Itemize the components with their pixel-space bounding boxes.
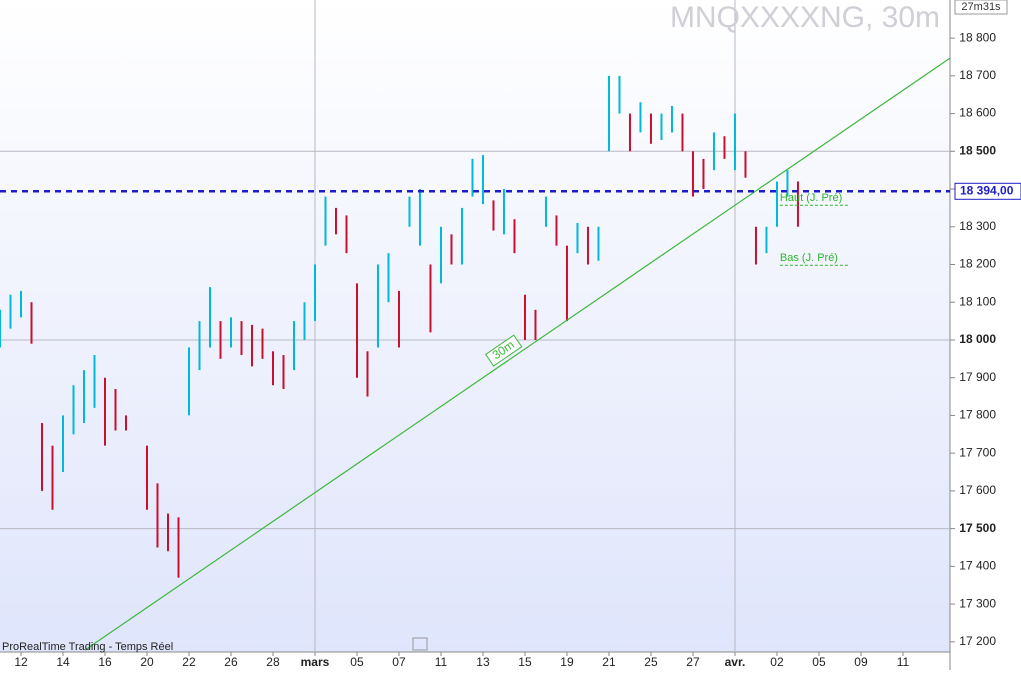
- x-tick-label: 20: [140, 655, 154, 669]
- tool-icon[interactable]: [412, 637, 428, 651]
- y-tick-label: 17 400: [959, 559, 996, 573]
- x-tick-label: 05: [812, 655, 826, 669]
- x-tick-label: 07: [392, 655, 406, 669]
- x-tick-label: 14: [56, 655, 70, 669]
- x-tick-label: 16: [98, 655, 112, 669]
- timer: 27m31s: [961, 1, 1001, 13]
- x-tick-label: 22: [182, 655, 196, 669]
- last-price-label: 18 394,00: [960, 183, 1014, 197]
- y-tick-label: 18 100: [959, 294, 996, 308]
- y-tick-label: 17 500: [959, 521, 996, 535]
- x-tick-label: 21: [602, 655, 616, 669]
- y-tick-label: 18 700: [959, 68, 996, 82]
- y-tick-label: 17 300: [959, 596, 996, 610]
- y-tick-label: 18 300: [959, 219, 996, 233]
- x-tick-label: avr.: [725, 655, 746, 669]
- icon-frame: [412, 637, 428, 651]
- y-axis-area: [950, 0, 1021, 670]
- y-tick-label: 18 600: [959, 106, 996, 120]
- y-tick-label: 17 900: [959, 370, 996, 384]
- x-tick-label: mars: [301, 655, 330, 669]
- y-tick-label: 17 700: [959, 445, 996, 459]
- y-tick-label: 18 200: [959, 257, 996, 271]
- x-tick-label: 27: [686, 655, 700, 669]
- y-tick-label: 17 600: [959, 483, 996, 497]
- x-tick-label: 28: [266, 655, 280, 669]
- chart-title: MNQXXXXNG, 30m: [670, 1, 940, 34]
- level-label: Bas (J. Pré): [780, 252, 838, 264]
- x-tick-label: 15: [518, 655, 532, 669]
- trend-line: [84, 57, 951, 651]
- x-tick-label: 26: [224, 655, 238, 669]
- x-axis-area: [0, 652, 950, 670]
- y-tick-label: 18 000: [959, 332, 996, 346]
- y-tick-label: 17 800: [959, 408, 996, 422]
- x-tick-label: 11: [435, 655, 448, 669]
- x-tick-label: 19: [560, 655, 574, 669]
- x-tick-label: 09: [854, 655, 868, 669]
- plot-area: [0, 0, 950, 652]
- x-tick-label: 13: [476, 655, 490, 669]
- x-tick-label: 11: [897, 655, 910, 669]
- x-tick-label: 05: [350, 655, 364, 669]
- level-label: Haut (J. Pré): [780, 192, 842, 204]
- x-tick-label: 02: [770, 655, 784, 669]
- timer-box: [954, 0, 1008, 15]
- last-price-box: [954, 182, 1021, 200]
- x-tick-label: 25: [644, 655, 658, 669]
- trend-label-box: [485, 334, 523, 367]
- source-note: ProRealTime Trading - Temps Réel: [2, 641, 173, 653]
- x-tick-label: 12: [14, 655, 28, 669]
- y-tick-label: 18 800: [959, 30, 996, 44]
- y-tick-label: 17 200: [959, 634, 996, 648]
- y-tick-label: 18 500: [959, 143, 996, 157]
